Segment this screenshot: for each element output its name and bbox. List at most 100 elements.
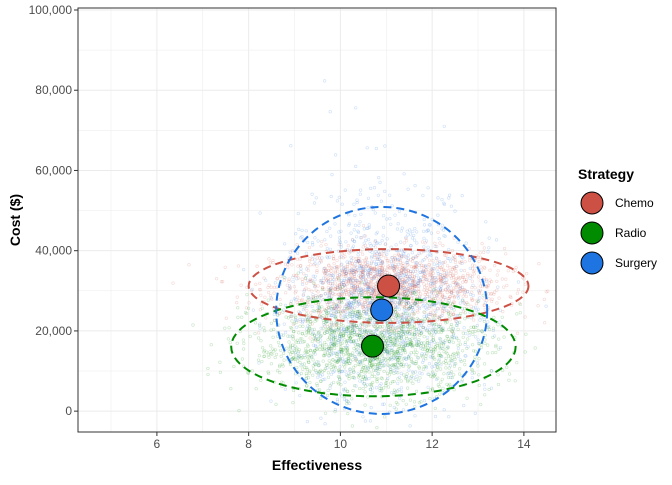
data-point bbox=[425, 349, 429, 353]
data-point bbox=[344, 272, 348, 276]
data-point bbox=[277, 365, 282, 369]
data-point bbox=[379, 199, 384, 203]
data-point bbox=[340, 341, 345, 345]
data-point bbox=[413, 265, 417, 270]
data-point bbox=[292, 355, 296, 360]
data-point bbox=[333, 222, 337, 226]
data-point bbox=[359, 266, 363, 270]
data-point bbox=[377, 176, 381, 180]
data-point bbox=[407, 307, 411, 311]
data-point bbox=[366, 274, 371, 278]
data-point bbox=[292, 329, 296, 334]
data-point bbox=[338, 273, 342, 277]
data-point bbox=[373, 211, 377, 215]
data-point bbox=[411, 311, 415, 315]
data-point bbox=[397, 248, 401, 252]
data-point bbox=[229, 387, 233, 391]
data-point bbox=[426, 317, 430, 321]
data-point bbox=[396, 402, 400, 406]
data-point bbox=[374, 288, 378, 293]
data-point bbox=[430, 365, 434, 369]
data-point bbox=[308, 380, 312, 385]
data-point bbox=[368, 359, 372, 363]
data-point bbox=[401, 332, 406, 336]
data-point bbox=[331, 292, 335, 296]
data-point bbox=[339, 263, 343, 267]
data-point bbox=[415, 261, 419, 265]
data-point bbox=[470, 290, 474, 294]
data-point bbox=[434, 345, 438, 349]
data-point bbox=[401, 267, 405, 271]
data-point bbox=[431, 351, 435, 355]
data-point bbox=[333, 265, 337, 270]
data-point bbox=[370, 364, 374, 368]
data-point bbox=[347, 260, 351, 264]
data-point bbox=[272, 285, 277, 290]
data-point bbox=[386, 249, 390, 253]
data-point bbox=[371, 287, 375, 291]
data-point bbox=[434, 288, 438, 293]
data-point bbox=[463, 278, 467, 282]
data-point bbox=[500, 277, 504, 281]
data-point bbox=[372, 275, 376, 279]
data-point bbox=[422, 365, 426, 369]
data-point bbox=[267, 290, 271, 295]
data-point bbox=[306, 324, 310, 328]
data-point bbox=[478, 296, 482, 300]
data-point bbox=[386, 336, 390, 341]
data-point bbox=[409, 342, 413, 346]
data-point bbox=[340, 285, 345, 289]
data-point bbox=[392, 353, 396, 357]
data-point bbox=[360, 321, 364, 326]
data-point bbox=[352, 308, 356, 312]
data-point bbox=[427, 349, 431, 353]
data-point bbox=[480, 329, 484, 333]
data-point bbox=[394, 304, 398, 308]
data-point bbox=[438, 300, 443, 304]
data-point bbox=[347, 361, 351, 365]
data-point bbox=[405, 294, 409, 298]
data-point bbox=[364, 278, 368, 282]
data-point bbox=[458, 289, 462, 293]
data-point bbox=[403, 279, 407, 284]
data-point bbox=[235, 301, 239, 305]
data-point bbox=[342, 363, 346, 367]
data-point bbox=[367, 377, 371, 381]
data-point bbox=[377, 272, 381, 277]
data-point bbox=[387, 364, 391, 368]
data-point bbox=[335, 354, 339, 359]
data-point bbox=[431, 338, 435, 342]
data-point bbox=[295, 277, 299, 281]
data-point bbox=[253, 321, 258, 325]
data-point bbox=[342, 315, 346, 319]
data-point bbox=[359, 249, 363, 253]
data-point bbox=[427, 362, 432, 366]
data-point bbox=[450, 376, 455, 380]
data-point bbox=[264, 316, 268, 320]
data-point bbox=[387, 344, 391, 348]
data-point bbox=[355, 198, 359, 202]
data-point bbox=[387, 373, 391, 377]
data-point bbox=[289, 325, 293, 330]
data-point bbox=[379, 359, 383, 364]
data-point bbox=[466, 302, 470, 306]
data-point bbox=[425, 328, 429, 332]
data-point bbox=[458, 286, 463, 290]
data-point bbox=[316, 340, 320, 344]
data-point bbox=[393, 301, 398, 305]
data-point bbox=[418, 261, 422, 265]
data-point bbox=[403, 289, 407, 293]
y-axis-title: Cost ($) bbox=[7, 194, 23, 246]
data-point bbox=[336, 276, 340, 280]
data-point bbox=[383, 334, 387, 338]
data-point bbox=[383, 242, 387, 246]
data-point bbox=[388, 335, 392, 339]
data-point bbox=[412, 317, 416, 321]
data-point bbox=[316, 375, 320, 380]
data-point bbox=[432, 356, 436, 360]
data-point bbox=[333, 292, 337, 297]
data-point bbox=[421, 355, 425, 359]
data-point bbox=[402, 325, 406, 329]
data-point bbox=[298, 257, 302, 261]
data-point bbox=[339, 255, 343, 259]
